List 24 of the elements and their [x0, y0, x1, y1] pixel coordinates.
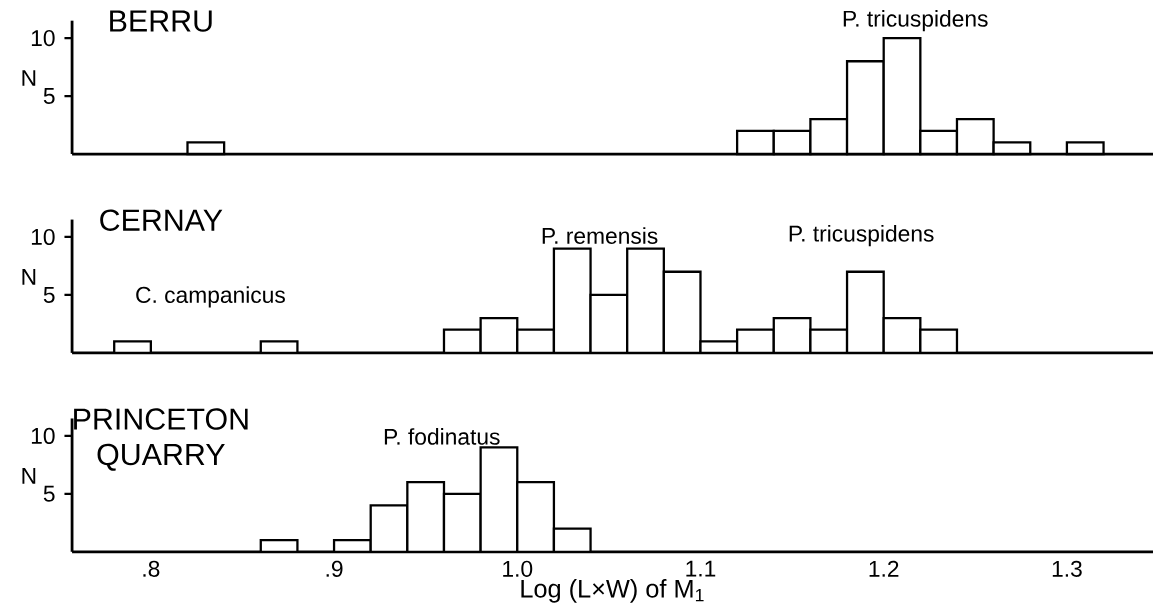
- annotation: P. tricuspidens: [843, 10, 988, 32]
- chart-title: PRINCETON QUARRY: [74, 408, 248, 471]
- x-tick-label: 1.0: [503, 560, 533, 577]
- x-tick-label: 1.2: [869, 560, 899, 577]
- annotation: P. remensis: [542, 227, 658, 244]
- x-tick-label: 1.3: [1052, 560, 1082, 577]
- x-tick-label: 1.1: [686, 560, 716, 577]
- y-tick-label: 5: [43, 88, 55, 105]
- y-tick-label: 5: [43, 485, 55, 502]
- y-axis-title: N: [22, 269, 36, 285]
- y-axis-title: N: [22, 70, 36, 86]
- x-axis-title: Log (L×W) of M$_{1}$: [521, 579, 704, 603]
- annotation: P. fodinatus: [384, 428, 500, 445]
- chart-title: BERRU: [110, 10, 212, 32]
- y-tick-label: 5: [43, 286, 55, 303]
- annotation: P. tricuspidens: [789, 224, 934, 247]
- y-tick-label: 10: [31, 427, 55, 444]
- y-tick-label: 10: [31, 30, 55, 47]
- annotation: C. campanicus: [136, 286, 285, 308]
- chart-title: CERNAY: [100, 209, 223, 231]
- x-tick-label: .8: [143, 560, 160, 577]
- y-axis-title: N: [22, 467, 36, 484]
- x-tick-label: .9: [326, 560, 343, 577]
- y-tick-label: 10: [31, 228, 55, 246]
